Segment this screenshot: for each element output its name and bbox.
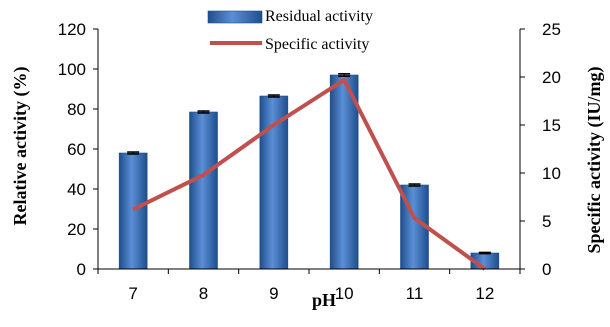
left-tick-label: 0 (77, 260, 86, 279)
legend: Residual activity Specific activity (207, 8, 373, 53)
right-axis-ticks: 0 5 10 15 20 25 (520, 20, 561, 279)
bar-8 (189, 111, 218, 270)
x-tick-label-8: 8 (199, 284, 208, 303)
right-tick-label: 0 (542, 260, 551, 279)
left-tick-label: 20 (67, 220, 86, 239)
x-tick-label-10: 10 (335, 284, 354, 303)
right-tick-label: 10 (542, 164, 561, 183)
axes (97, 29, 521, 270)
legend-swatch-residual-activity (207, 10, 263, 24)
x-tick-label-11: 11 (406, 284, 424, 303)
right-tick-label: 15 (542, 116, 561, 135)
specific-activity-line (132, 77, 487, 271)
legend-label-specific-activity: Specific activity (265, 36, 369, 53)
bar-9 (259, 95, 289, 270)
left-tick-label: 100 (58, 60, 86, 79)
left-tick-label: 120 (58, 20, 86, 39)
left-tick-label: 80 (67, 100, 86, 119)
x-axis-title: pH (312, 290, 336, 310)
x-tick-label-12: 12 (475, 284, 494, 303)
x-tick-label-9: 9 (269, 284, 278, 303)
left-tick-label: 60 (67, 140, 86, 159)
right-tick-label: 20 (542, 68, 561, 87)
bar-7 (118, 152, 148, 270)
right-axis-title: Specific activity (IU/mg) (584, 67, 605, 254)
x-tick-label-7: 7 (128, 284, 137, 303)
left-tick-label: 40 (67, 180, 86, 199)
x-axis-ticks: 7 8 9 10 11 12 (97, 269, 521, 303)
error-bars (127, 73, 491, 255)
left-axis-ticks: 0 20 40 60 80 100 120 (58, 20, 98, 279)
left-axis-title: Relative activity (%) (10, 67, 31, 226)
right-tick-label: 5 (542, 212, 551, 231)
line-series (132, 77, 487, 271)
bar-10 (329, 74, 359, 270)
right-tick-label: 25 (542, 20, 561, 39)
legend-label-residual-activity: Residual activity (265, 8, 373, 25)
